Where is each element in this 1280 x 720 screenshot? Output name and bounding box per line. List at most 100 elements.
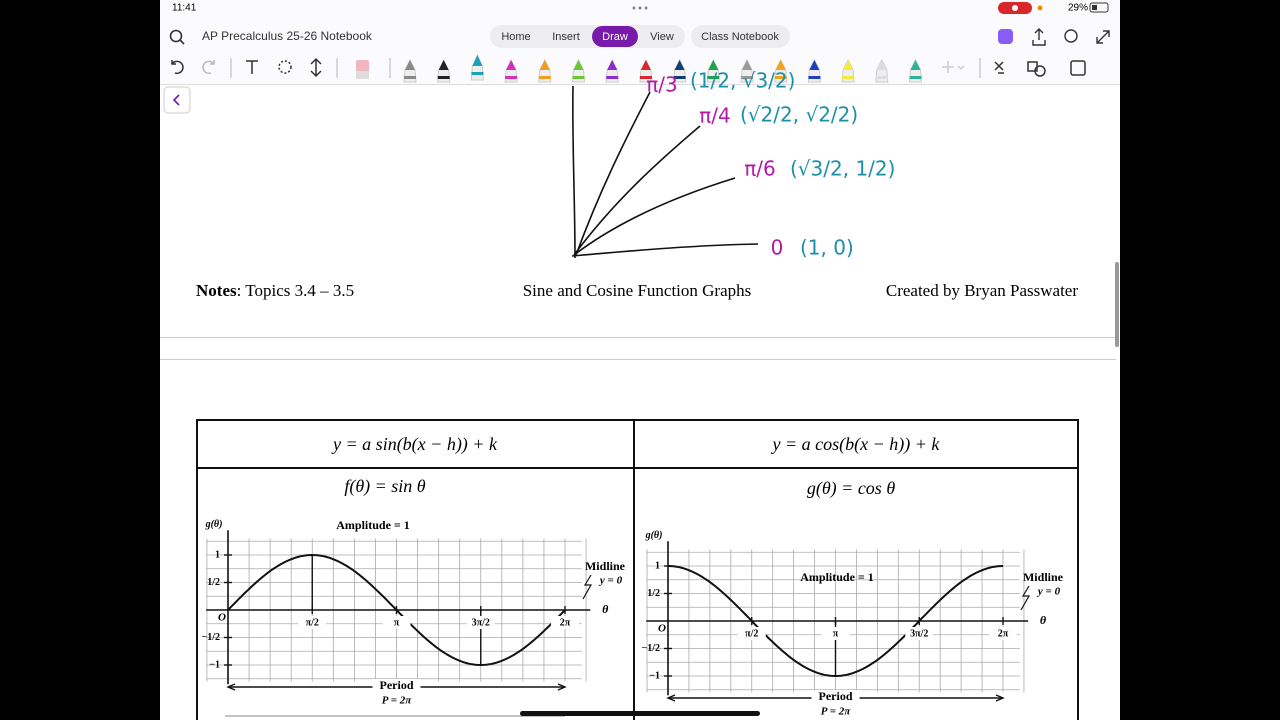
search-icon[interactable] — [169, 29, 185, 45]
pen-tip — [843, 60, 854, 70]
x-tick-label: π/2 — [306, 617, 319, 628]
y-tick-label: 1/2 — [207, 577, 220, 588]
pen-band — [572, 76, 585, 79]
arrow-head — [226, 683, 567, 691]
pen-band — [471, 72, 484, 75]
notes-author: Created by Bryan Passwater — [886, 281, 1078, 300]
sketch-ray-pi6 — [573, 177, 736, 256]
lasso-tool[interactable] — [278, 60, 292, 74]
copilot-icon[interactable] — [998, 29, 1013, 44]
pen-tray — [403, 53, 923, 83]
pen-tip — [876, 60, 887, 70]
x-tick-label: π — [833, 628, 839, 639]
table-border — [196, 419, 1079, 720]
undo-redo — [171, 57, 1086, 79]
undo-icon[interactable] — [171, 60, 184, 75]
table-header: y = a sin(b(x − h)) + k — [331, 434, 498, 455]
coordinate-label: (√2/2, √2/2) — [740, 103, 858, 127]
battery-percent: 29% — [1068, 3, 1088, 14]
tab[interactable]: Draw — [602, 31, 628, 43]
y-axis-label: g(θ) — [645, 530, 663, 541]
pen-band — [673, 76, 686, 79]
sketch-ray-pi3 — [575, 91, 651, 256]
notebook-title[interactable]: AP Precalculus 25-26 Notebook — [202, 29, 373, 43]
battery-level — [1092, 5, 1097, 10]
amplitude-label: Amplitude = 1 — [800, 570, 874, 584]
x-tick-label-bg — [466, 616, 495, 629]
x-axis-label: θ — [602, 602, 609, 616]
x-tick-label: 3π/2 — [910, 628, 928, 639]
shapes-circle — [1034, 65, 1046, 77]
pen-band — [909, 76, 922, 79]
pen-tip — [742, 60, 752, 70]
pen-band — [741, 76, 753, 79]
midline-label: Midline — [1023, 570, 1064, 584]
tab[interactable]: View — [650, 31, 674, 43]
pen-tip — [708, 60, 719, 70]
tab[interactable]: Insert — [552, 31, 580, 43]
angle-label: π/3 — [646, 73, 678, 97]
midline-equation: y = 0 — [598, 575, 623, 587]
x-tick-label: 3π/2 — [472, 617, 490, 628]
y-tick-label: −1/2 — [202, 632, 220, 643]
pen-tip — [539, 60, 550, 70]
pen-band — [606, 76, 619, 79]
table-header: y = a cos(b(x − h)) + k — [771, 434, 941, 455]
tab-bar-pill — [691, 25, 790, 48]
period-label-bg — [811, 690, 860, 705]
notes-topics: : Topics 3.4 – 3.5 — [237, 281, 355, 300]
notes-header-left: Notes: Topics 3.4 – 3.5 — [196, 281, 354, 300]
unit-circle-sketch — [571, 85, 759, 259]
add-pen[interactable] — [942, 61, 965, 73]
y-tick-label: 1 — [215, 549, 220, 560]
y-tick-label: 1 — [655, 560, 660, 571]
midline-pointer — [1020, 585, 1031, 611]
share-icon[interactable] — [1032, 28, 1046, 46]
pen-band — [437, 76, 450, 79]
redo-icon[interactable] — [202, 60, 215, 75]
tab[interactable]: Class Notebook — [701, 31, 779, 43]
x-tick-label-bg — [989, 627, 1017, 640]
active-tab-pill — [592, 26, 638, 47]
pen-tip — [472, 55, 483, 66]
notes-title: Sine and Cosine Function Graphs — [523, 281, 752, 300]
mic-dot — [1037, 5, 1043, 11]
y-axis-label: g(θ) — [205, 519, 223, 530]
x-axis-label: θ — [1040, 613, 1047, 627]
pen-tip — [910, 60, 921, 70]
settings-icon[interactable] — [1064, 29, 1078, 43]
sketch-ray-pi4 — [573, 125, 701, 256]
tab[interactable]: Home — [501, 31, 530, 43]
top-right-icons — [998, 28, 1110, 46]
expand-icon[interactable] — [1096, 30, 1110, 44]
coordinate-label: (1, 0) — [800, 236, 854, 260]
back-button[interactable] — [163, 86, 191, 114]
x-tick-label-bg — [551, 616, 579, 629]
text-tool[interactable] — [246, 60, 258, 74]
sticky-tool[interactable] — [1070, 60, 1086, 76]
handwritten-labels: π/3 (1/2, √3/2) π/4 (√2/2, √2/2) π/6 (√3/2, 1… — [646, 69, 895, 260]
period-equation: P = 2π — [382, 695, 413, 707]
angle-label: π/4 — [699, 104, 731, 128]
home-indicator — [520, 711, 760, 716]
pen-band — [707, 76, 720, 79]
graphs: f(θ) = sin θ g(θ) Amplitude = 1 Midline y = … — [202, 476, 1064, 717]
space-tool[interactable] — [310, 57, 322, 78]
pen-band — [639, 76, 652, 79]
period-label: Period — [819, 689, 853, 703]
pen-band — [404, 76, 416, 79]
eraser-band — [356, 71, 369, 79]
pen-tip — [438, 60, 449, 70]
status-time: 11:41 — [172, 3, 197, 14]
arrow-head — [666, 694, 1005, 702]
pen-tip — [674, 60, 685, 70]
y-tick-label: −1 — [209, 659, 220, 670]
scrollbar — [1115, 262, 1119, 347]
x-tick-label-bg — [821, 627, 850, 640]
x-tick-label: 2π — [560, 617, 571, 628]
pen-tip — [809, 60, 820, 70]
pen-tip — [506, 60, 517, 70]
math-tool[interactable] — [994, 61, 1004, 74]
